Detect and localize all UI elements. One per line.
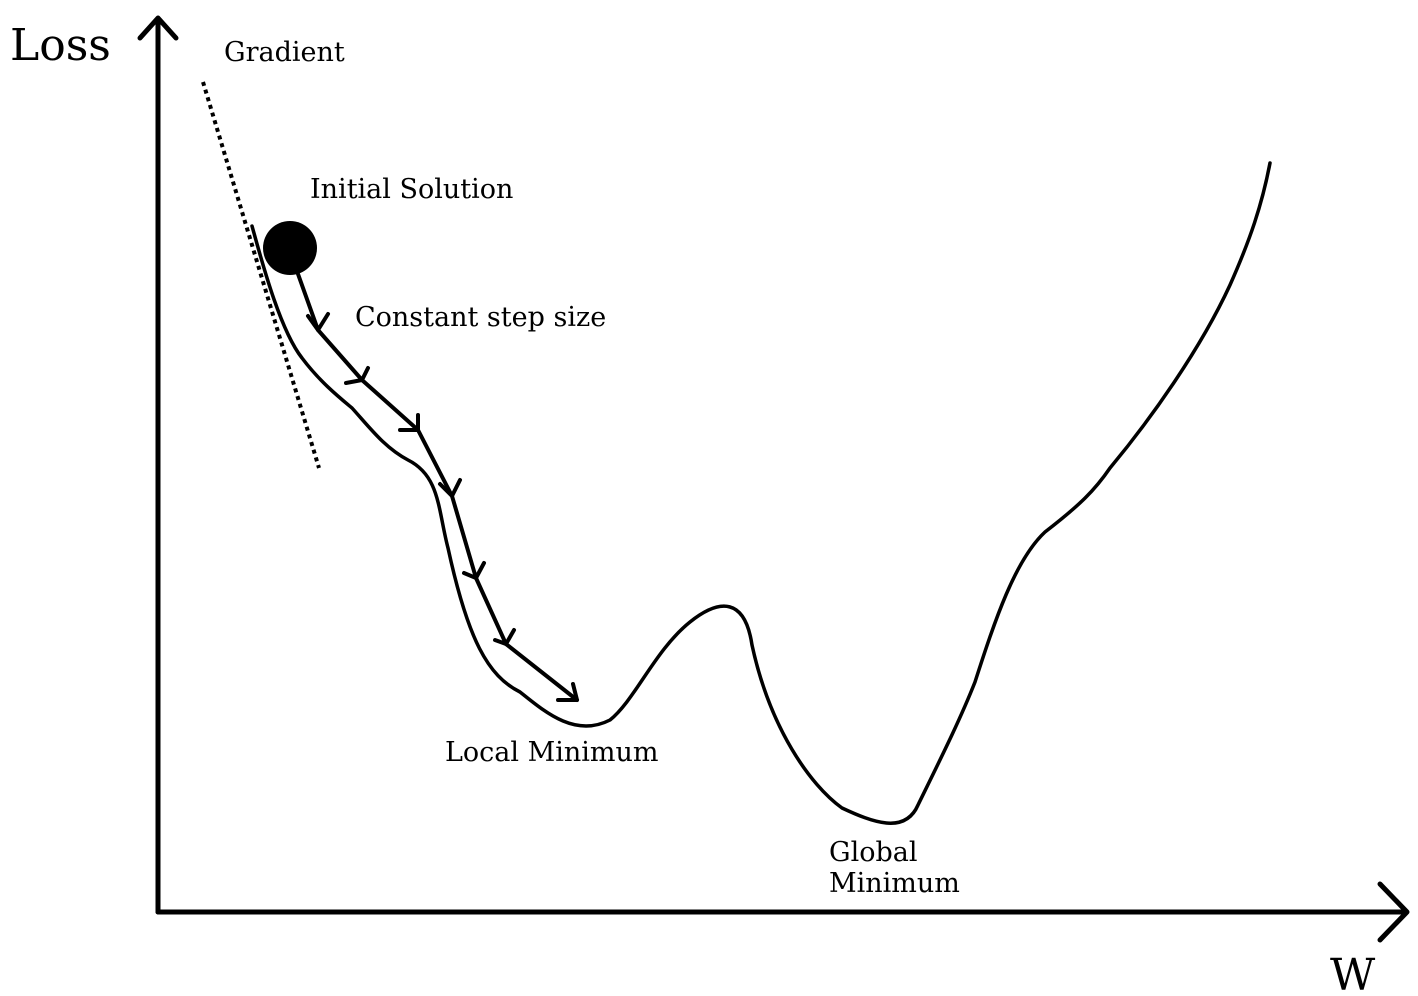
global-minimum-label-line1: Global xyxy=(829,837,917,868)
initial-solution-label: Initial Solution xyxy=(310,174,513,205)
descent-path xyxy=(296,272,579,702)
step-size-label: Constant step size xyxy=(355,302,606,333)
gradient-tangent-line xyxy=(201,81,321,469)
step-arrowhead-7 xyxy=(556,682,579,702)
step-arrowhead-1 xyxy=(306,312,330,332)
loss-curve xyxy=(250,161,1272,825)
global-minimum-label-line2: Minimum xyxy=(829,868,960,899)
x-axis-arrowhead xyxy=(1377,881,1410,943)
step-arrowhead-6 xyxy=(493,628,516,646)
gradient-label: Gradient xyxy=(224,37,345,68)
step-arrowhead-5 xyxy=(462,561,486,580)
y-axis-arrowhead xyxy=(137,15,179,41)
y-axis-label: Loss xyxy=(10,20,111,71)
local-minimum-label: Local Minimum xyxy=(445,737,659,768)
descent-steps xyxy=(296,272,579,702)
step-arrowhead-4 xyxy=(438,478,462,498)
x-axis-label: W xyxy=(1330,950,1376,996)
step-arrowhead-2 xyxy=(344,366,370,385)
initial-solution-ball xyxy=(263,221,317,275)
step-arrowhead-3 xyxy=(398,413,420,432)
axes xyxy=(137,15,1410,943)
